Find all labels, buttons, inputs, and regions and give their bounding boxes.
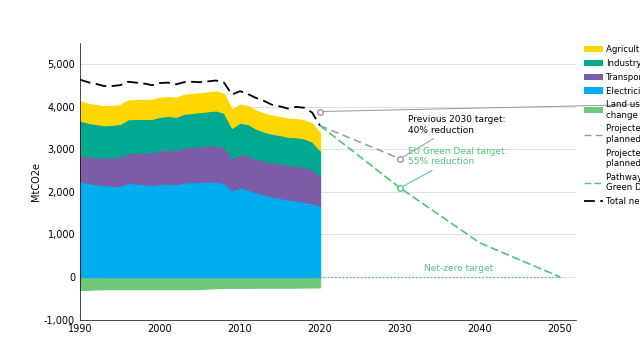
Legend: Agriculture and waste, Industry, Transport, Electricity and heat, Land use, land: Agriculture and waste, Industry, Transpo… <box>580 42 640 209</box>
Text: Previous 2030 target:
40% reduction: Previous 2030 target: 40% reduction <box>403 115 506 157</box>
Y-axis label: MtCO2e: MtCO2e <box>31 162 41 201</box>
Text: 2020 target:
20% reduction: 2020 target: 20% reduction <box>323 67 640 112</box>
Text: Net-zero target: Net-zero target <box>424 264 493 273</box>
Text: EU Green Deal target:
55% reduction: EU Green Deal target: 55% reduction <box>403 147 508 187</box>
